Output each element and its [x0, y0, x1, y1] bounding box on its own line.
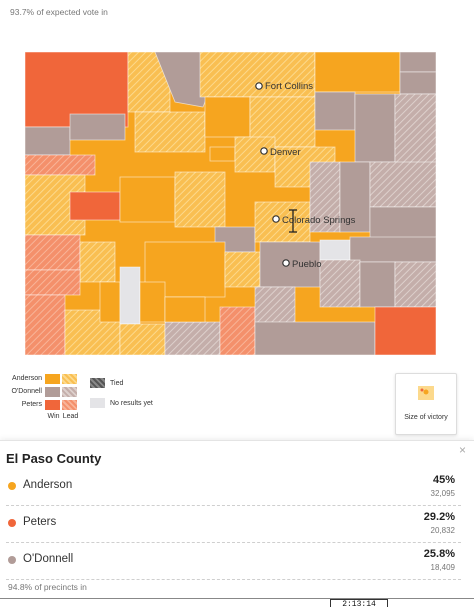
size-of-victory-label: Size of victory	[404, 414, 448, 421]
county-weld-north[interactable]	[314, 52, 401, 93]
county-teller[interactable]	[214, 226, 256, 253]
city-label-colorado-springs: Colorado Springs	[282, 215, 356, 226]
swatch-peters-win	[45, 399, 60, 410]
text-cursor-icon	[289, 209, 297, 233]
county-san-miguel[interactable]	[79, 241, 116, 283]
candidate-dot	[8, 556, 16, 564]
legend-label-odonnell: O'Donnell	[11, 388, 42, 395]
map-legend: Anderson O'Donnell Peters Win Lead	[10, 372, 79, 420]
county-crowley[interactable]	[319, 239, 351, 261]
county-eagle[interactable]	[69, 113, 126, 141]
swatch-odonnell-win	[45, 386, 60, 397]
county-costilla[interactable]	[219, 306, 256, 355]
county-lincoln[interactable]	[339, 161, 371, 233]
legend-label-peters: Peters	[21, 401, 42, 408]
county-montrose[interactable]	[25, 234, 81, 271]
county-san-juan[interactable]	[99, 281, 121, 323]
candidate-percent: 29.2%	[423, 511, 455, 523]
county-clear-creek[interactable]	[209, 146, 236, 162]
city-label-fort-collins: Fort Collins	[265, 81, 313, 92]
candidate-votes: 18,409	[430, 563, 455, 572]
county-cheyenne[interactable]	[369, 206, 436, 240]
county-gunnison[interactable]	[119, 176, 176, 223]
county-kit-carson[interactable]	[369, 161, 436, 208]
swatch-no-results	[90, 398, 105, 408]
candidate-name: Peters	[23, 516, 57, 528]
legend-footer: Win Lead	[45, 413, 79, 420]
size-of-victory-button[interactable]: Size of victory	[395, 373, 457, 435]
colorado-county-map[interactable]: Fort Collins Denver Colorado Springs Pue…	[25, 52, 436, 355]
county-hinsdale[interactable]	[119, 266, 141, 325]
county-elbert[interactable]	[309, 161, 341, 233]
county-washington[interactable]	[354, 93, 396, 163]
county-fremont[interactable]	[224, 251, 261, 288]
mini-map-icon	[418, 386, 434, 400]
legend-tied-label: Tied	[110, 379, 124, 387]
candidate-percent: 45%	[432, 474, 455, 486]
county-logan[interactable]	[399, 52, 436, 73]
legend-label-anderson: Anderson	[12, 375, 42, 382]
county-baca[interactable]	[374, 306, 436, 355]
expected-vote-note: 93.7% of expected vote in	[10, 7, 108, 17]
county-grand[interactable]	[134, 111, 206, 153]
county-rio-blanco[interactable]	[25, 126, 71, 156]
bottom-divider	[0, 598, 474, 599]
county-park[interactable]	[174, 171, 226, 228]
legend-row-odonnell: O'Donnell	[10, 385, 79, 398]
county-morgan[interactable]	[314, 91, 356, 131]
candidate-name: O'Donnell	[23, 553, 74, 565]
close-icon[interactable]: ×	[458, 443, 466, 457]
precincts-note: 94.8% of precincts in	[8, 582, 87, 592]
county-denver[interactable]	[234, 136, 276, 173]
county-sedgwick[interactable]	[399, 71, 436, 95]
timestamp-box: 2:13:14	[330, 599, 388, 607]
county-alamosa[interactable]	[164, 296, 206, 323]
candidate-row-anderson: Anderson 45% 32,095	[6, 469, 461, 506]
county-pueblo[interactable]	[259, 241, 321, 288]
candidate-row-odonnell: O'Donnell 25.8% 18,409	[6, 543, 461, 580]
city-markers: Fort Collins Denver Colorado Springs Pue…	[255, 81, 356, 270]
county-kiowa[interactable]	[349, 236, 436, 263]
county-conejos[interactable]	[164, 321, 221, 355]
county-rio-grande[interactable]	[139, 281, 166, 323]
candidate-votes: 20,832	[430, 526, 455, 535]
county-las-animas[interactable]	[254, 321, 376, 355]
legend-no-results-row: No results yet	[90, 398, 153, 408]
county-huerfano[interactable]	[254, 286, 296, 328]
candidate-dot	[8, 482, 16, 490]
legend-win-label: Win	[47, 413, 60, 420]
legend-row-peters: Peters	[10, 398, 79, 411]
legend-extra: Tied No results yet	[90, 378, 153, 418]
county-montezuma[interactable]	[25, 294, 66, 355]
candidate-votes: 32,095	[430, 489, 455, 498]
county-results-panel: El Paso County × Anderson 45% 32,095 Pet…	[0, 440, 474, 607]
candidate-percent: 25.8%	[423, 548, 455, 560]
candidate-row-peters: Peters 29.2% 20,832	[6, 506, 461, 543]
swatch-anderson-lead	[62, 373, 77, 384]
legend-tied-row: Tied	[90, 378, 153, 388]
legend-lead-label: Lead	[62, 413, 79, 420]
county-archuleta[interactable]	[119, 323, 166, 355]
county-el-paso[interactable]	[254, 201, 311, 243]
map-svg[interactable]: Fort Collins Denver Colorado Springs Pue…	[25, 52, 436, 355]
county-prowers[interactable]	[394, 261, 436, 308]
legend-row-anderson: Anderson	[10, 372, 79, 385]
legend-no-results-label: No results yet	[110, 399, 153, 407]
county-delta[interactable]	[69, 191, 121, 221]
swatch-peters-lead	[62, 399, 77, 410]
swatch-anderson-win	[45, 373, 60, 384]
city-label-pueblo: Pueblo	[292, 259, 322, 270]
county-otero[interactable]	[319, 259, 361, 308]
county-boulder[interactable]	[204, 96, 251, 138]
county-garfield[interactable]	[25, 154, 96, 176]
county-bent[interactable]	[359, 261, 396, 308]
candidate-name: Anderson	[23, 479, 73, 491]
county-title: El Paso County	[6, 451, 102, 466]
swatch-tied	[90, 378, 105, 388]
candidate-dot	[8, 519, 16, 527]
city-label-denver: Denver	[270, 147, 301, 158]
swatch-odonnell-lead	[62, 386, 77, 397]
county-dolores[interactable]	[25, 269, 81, 296]
